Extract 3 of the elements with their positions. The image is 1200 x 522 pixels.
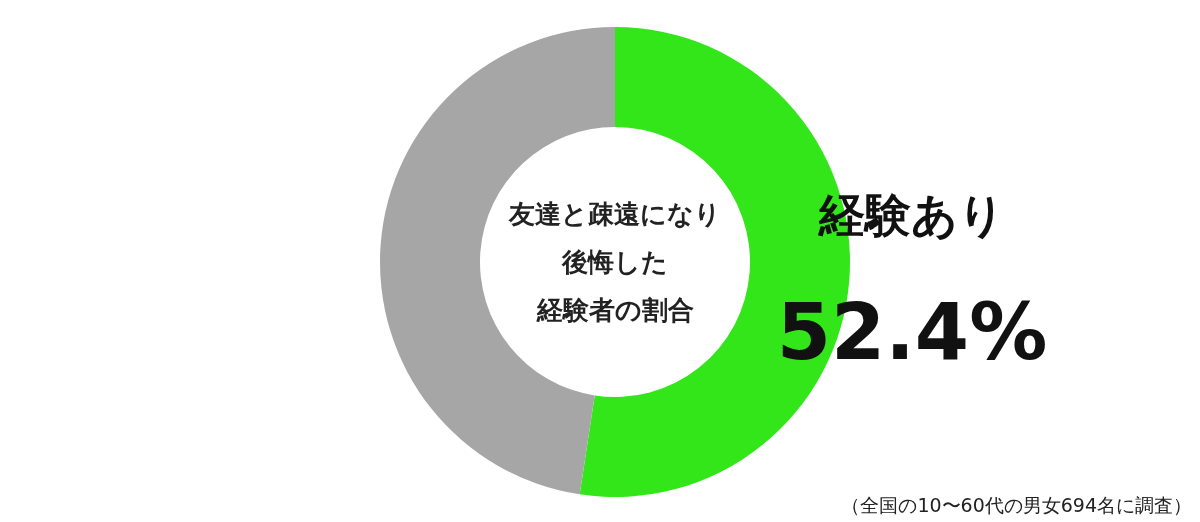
text: （全国の10〜60代の男女694名に調査）	[841, 494, 1192, 516]
text: 友達と疎遠になり後悔した経験者の割合	[508, 199, 721, 325]
donut-slice	[380, 27, 615, 495]
